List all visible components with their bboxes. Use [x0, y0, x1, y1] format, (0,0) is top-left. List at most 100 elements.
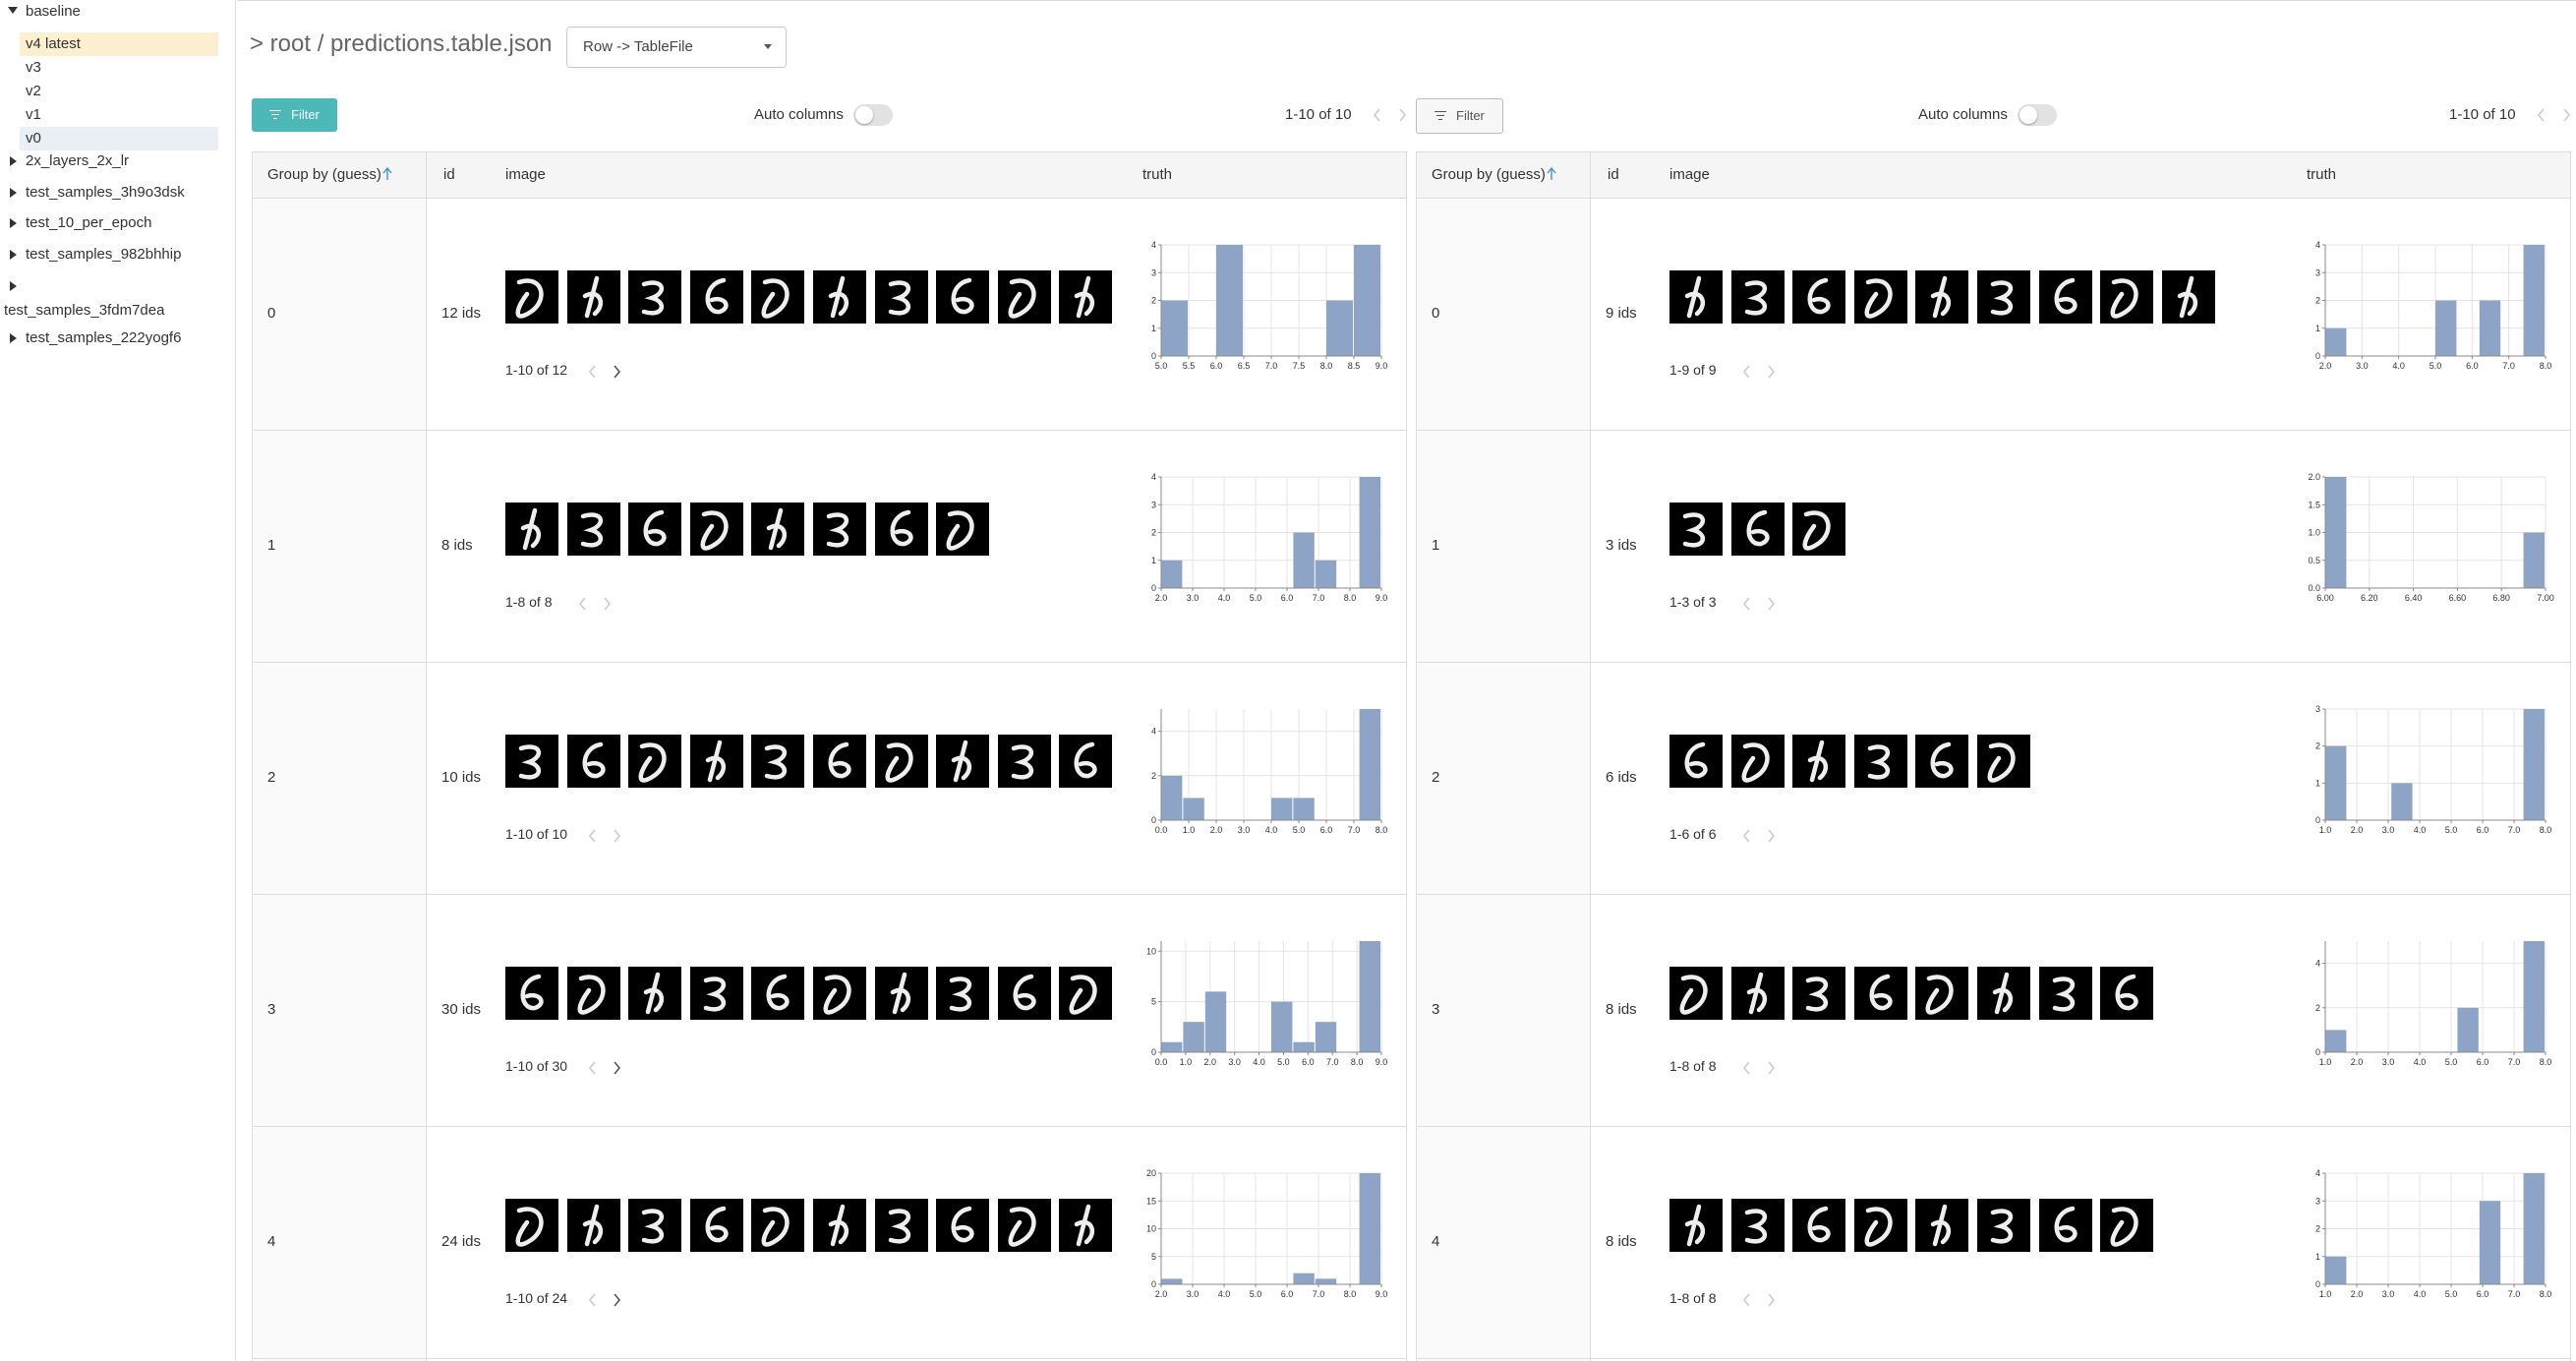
thumbnail[interactable] [1977, 735, 2030, 788]
prev-page[interactable] [588, 1293, 598, 1307]
caret-right[interactable] [10, 281, 17, 291]
next-page[interactable] [1766, 365, 1776, 379]
thumbnail[interactable] [1977, 1199, 2030, 1252]
thumbnail[interactable] [936, 270, 990, 324]
thumbnail[interactable] [936, 503, 990, 556]
next-page[interactable] [602, 597, 612, 611]
thumbnail[interactable] [1669, 735, 1723, 788]
thumbnail[interactable] [1669, 270, 1723, 324]
thumbnail[interactable] [628, 967, 682, 1020]
thumbnail[interactable] [1792, 1199, 1846, 1252]
thumbnail[interactable] [505, 503, 558, 556]
column-header[interactable]: truth [2307, 166, 2337, 183]
thumbnail[interactable] [874, 503, 928, 556]
thumbnail[interactable] [2100, 1199, 2154, 1252]
caret-right[interactable] [10, 156, 17, 166]
thumbnail[interactable] [1977, 967, 2030, 1020]
auto-columns-toggle[interactable] [853, 104, 893, 126]
thumbnail[interactable] [997, 270, 1051, 324]
caret-right[interactable] [10, 333, 17, 343]
thumbnail[interactable] [1059, 735, 1113, 788]
thumbnail[interactable] [874, 967, 928, 1020]
tree-item[interactable]: 2x_layers_2x_lr [26, 152, 130, 169]
thumbnail[interactable] [2100, 967, 2154, 1020]
thumbnail[interactable] [1730, 270, 1785, 324]
column-header[interactable]: image [1669, 166, 1710, 183]
tree-item[interactable]: test_10_per_epoch [26, 214, 152, 231]
thumbnail[interactable] [1059, 967, 1113, 1020]
thumbnail[interactable] [566, 735, 620, 788]
column-header[interactable]: Group by (guess) [267, 166, 381, 183]
prev-page[interactable] [578, 597, 588, 611]
thumbnail[interactable] [689, 503, 743, 556]
caret-right[interactable] [10, 218, 17, 228]
thumbnail[interactable] [1853, 1199, 1907, 1252]
tree-child[interactable]: v0 [20, 127, 218, 150]
tree-item[interactable]: test_samples_982bhhip [26, 246, 182, 263]
thumbnail[interactable] [628, 735, 682, 788]
prev-page[interactable] [2537, 108, 2547, 122]
thumbnail[interactable] [566, 503, 620, 556]
thumbnail[interactable] [689, 1199, 743, 1252]
thumbnail[interactable] [751, 967, 805, 1020]
thumbnail[interactable] [2100, 270, 2154, 324]
thumbnail[interactable] [1792, 967, 1846, 1020]
auto-columns-toggle[interactable] [2018, 104, 2057, 126]
next-page[interactable] [1397, 108, 1407, 122]
thumbnail[interactable] [1792, 270, 1846, 324]
thumbnail[interactable] [751, 735, 805, 788]
thumbnail[interactable] [2161, 270, 2215, 324]
thumbnail[interactable] [751, 270, 805, 324]
tree-item[interactable]: test_samples_222yogf6 [26, 329, 182, 346]
thumbnail[interactable] [1730, 967, 1785, 1020]
thumbnail[interactable] [874, 1199, 928, 1252]
thumbnail[interactable] [1792, 503, 1846, 556]
thumbnail[interactable] [936, 1199, 990, 1252]
thumbnail[interactable] [1669, 967, 1723, 1020]
next-page[interactable] [1766, 597, 1776, 611]
thumbnail[interactable] [1730, 735, 1785, 788]
tree-item[interactable]: test_samples_3fdm7dea [4, 302, 165, 319]
thumbnail[interactable] [566, 270, 620, 324]
thumbnail[interactable] [813, 735, 866, 788]
thumbnail[interactable] [1915, 1199, 1969, 1252]
next-page[interactable] [612, 365, 621, 379]
thumbnail[interactable] [505, 270, 558, 324]
thumbnail[interactable] [2038, 1199, 2092, 1252]
thumbnail[interactable] [813, 967, 866, 1020]
prev-page[interactable] [1742, 1293, 1752, 1307]
thumbnail[interactable] [1669, 1199, 1723, 1252]
thumbnail[interactable] [1730, 503, 1785, 556]
thumbnail[interactable] [1853, 967, 1907, 1020]
next-page[interactable] [1766, 1061, 1776, 1075]
next-page[interactable] [1766, 829, 1776, 843]
tree-child[interactable]: v2 [20, 80, 218, 103]
thumbnail[interactable] [505, 735, 558, 788]
thumbnail[interactable] [505, 967, 558, 1020]
thumbnail[interactable] [1915, 270, 1969, 324]
thumbnail[interactable] [997, 1199, 1051, 1252]
thumbnail[interactable] [566, 1199, 620, 1252]
tree-child[interactable]: v1 [20, 103, 218, 127]
thumbnail[interactable] [628, 1199, 682, 1252]
thumbnail[interactable] [751, 1199, 805, 1252]
prev-page[interactable] [1742, 597, 1752, 611]
thumbnail[interactable] [813, 503, 866, 556]
thumbnail[interactable] [566, 967, 620, 1020]
thumbnail[interactable] [1977, 270, 2030, 324]
filter-button[interactable]: Filter [252, 98, 337, 132]
thumbnail[interactable] [874, 270, 928, 324]
prev-page[interactable] [588, 829, 598, 843]
thumbnail[interactable] [1669, 503, 1723, 556]
sort-arrow[interactable] [382, 167, 392, 181]
view-select[interactable]: Row -> TableFile [566, 27, 787, 68]
tree-child[interactable]: v4 latest [20, 32, 218, 56]
thumbnail[interactable] [936, 967, 990, 1020]
thumbnail[interactable] [689, 270, 743, 324]
next-page[interactable] [612, 1061, 621, 1075]
thumbnail[interactable] [813, 1199, 866, 1252]
thumbnail[interactable] [1730, 1199, 1785, 1252]
thumbnail[interactable] [1853, 735, 1907, 788]
column-header[interactable]: image [505, 166, 546, 183]
thumbnail[interactable] [1792, 735, 1846, 788]
